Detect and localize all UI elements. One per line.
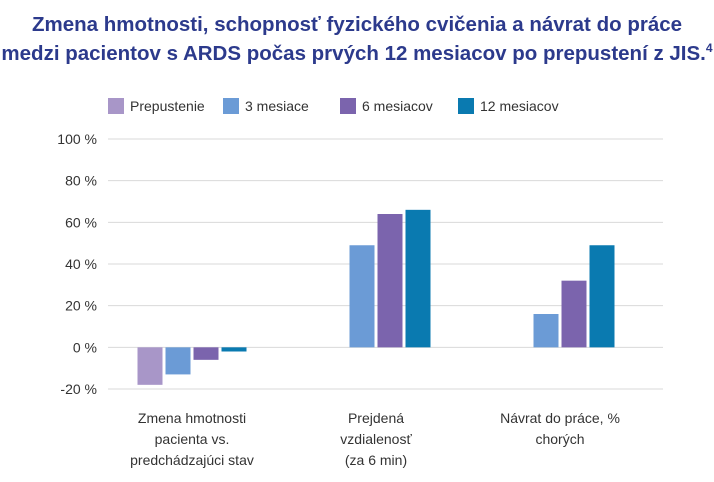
bar bbox=[221, 347, 247, 352]
legend-swatch bbox=[340, 98, 356, 114]
y-tick-label: 80 % bbox=[65, 173, 97, 189]
legend-swatch bbox=[223, 98, 239, 114]
x-category-label: Prejdená vzdialenosť (za 6 min) bbox=[291, 408, 461, 471]
y-tick-label: -20 % bbox=[60, 381, 97, 397]
chart-title-line1: Zmena hmotnosti, schopnosť fyzického cvi… bbox=[31, 13, 683, 36]
y-tick-label: 60 % bbox=[65, 214, 97, 230]
bar bbox=[349, 245, 375, 348]
chart-title-reference: 4 bbox=[705, 41, 713, 56]
legend-label: 3 mesiace bbox=[245, 98, 309, 114]
bar bbox=[589, 245, 615, 348]
legend-label: Prepustenie bbox=[130, 98, 205, 114]
bar bbox=[165, 347, 191, 375]
chart-title-line2: medzi pacientov s ARDS počas prvých 12 m… bbox=[0, 39, 714, 68]
y-tick-label: 0 % bbox=[73, 339, 97, 355]
x-category-label-line: vzdialenosť bbox=[340, 431, 412, 447]
bar bbox=[193, 347, 219, 360]
bar bbox=[533, 314, 559, 348]
bar bbox=[377, 214, 403, 348]
x-category-label-line: Návrat do práce, % bbox=[500, 410, 620, 426]
legend-swatch bbox=[108, 98, 124, 114]
x-category-label-line: (za 6 min) bbox=[344, 452, 408, 468]
x-category-label-line: pacienta vs. bbox=[154, 431, 230, 447]
y-tick-label: 40 % bbox=[65, 256, 97, 272]
x-category-label-line: predchádzajúci stav bbox=[130, 452, 254, 468]
legend-label: 12 mesiacov bbox=[480, 98, 559, 114]
legend-swatch bbox=[458, 98, 474, 114]
chart-title: Zmena hmotnosti, schopnosť fyzického cvi… bbox=[0, 10, 714, 68]
bar bbox=[405, 209, 431, 348]
x-category-label: Zmena hmotnosti pacienta vs. predchádzajúc… bbox=[107, 408, 277, 471]
y-tick-label: 20 % bbox=[65, 298, 97, 314]
y-tick-label: 100 % bbox=[57, 131, 97, 147]
x-category-label-line: chorých bbox=[535, 431, 585, 447]
x-category-label-line: Zmena hmotnosti bbox=[137, 410, 247, 426]
x-category-label-line: Prejdená bbox=[347, 410, 405, 426]
chart-title-line2-text: medzi pacientov s ARDS počas prvých 12 m… bbox=[1, 42, 706, 65]
legend-label: 6 mesiacov bbox=[362, 98, 433, 114]
bar bbox=[137, 347, 163, 385]
x-category-label: Návrat do práce, % chorých bbox=[475, 408, 645, 450]
bar bbox=[561, 280, 587, 348]
